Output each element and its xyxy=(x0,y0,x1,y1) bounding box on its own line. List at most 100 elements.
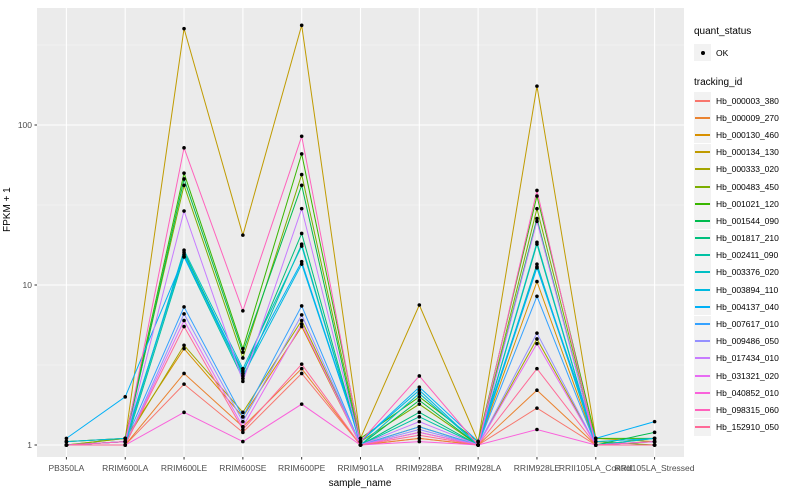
legend-line xyxy=(695,168,710,171)
data-point xyxy=(241,430,245,435)
data-point xyxy=(299,262,304,266)
data-point xyxy=(299,244,304,248)
data-point xyxy=(299,231,304,236)
data-point xyxy=(535,188,539,193)
legend-line xyxy=(695,305,710,308)
legend-item-label: Hb_000003_380 xyxy=(716,95,779,106)
data-point xyxy=(535,84,539,88)
data-point xyxy=(593,436,598,441)
legend-item-label: Hb_001021_120 xyxy=(716,198,779,209)
data-point xyxy=(299,324,304,329)
data-point xyxy=(182,318,186,323)
legend-item-Hb_000483_450: Hb_000483_450 xyxy=(694,178,800,196)
legend-line xyxy=(695,391,710,394)
x-tick-label: RRIM600SE xyxy=(219,463,267,473)
line-swatch-icon xyxy=(694,332,711,350)
data-point xyxy=(182,324,186,329)
data-point xyxy=(64,439,69,444)
data-point xyxy=(123,439,128,444)
data-point xyxy=(476,443,480,447)
data-point xyxy=(417,427,422,432)
y-tick-label: 100 xyxy=(18,120,32,130)
legend-item-label: Hb_007617_010 xyxy=(716,319,779,330)
data-point xyxy=(652,419,657,424)
legend-item-label: Hb_000134_130 xyxy=(716,147,779,158)
data-point xyxy=(358,439,363,444)
legend-item-label: Hb_002411_090 xyxy=(716,250,779,261)
data-point xyxy=(417,398,422,403)
line-swatch-icon xyxy=(694,178,711,196)
data-point xyxy=(299,322,304,326)
data-point xyxy=(535,341,539,346)
line-swatch-icon xyxy=(694,418,711,436)
legend-item-Hb_001544_090: Hb_001544_090 xyxy=(694,212,800,230)
data-point xyxy=(593,439,598,444)
data-point xyxy=(299,366,304,371)
data-point xyxy=(241,356,245,360)
data-point xyxy=(417,439,422,444)
data-point xyxy=(417,402,422,406)
legend-item-Hb_003894_110: Hb_003894_110 xyxy=(694,281,800,299)
data-point xyxy=(182,209,186,213)
data-point xyxy=(535,366,539,371)
legend-item-Hb_003376_020: Hb_003376_020 xyxy=(694,263,800,281)
data-point xyxy=(417,395,422,399)
legend-line xyxy=(695,151,710,154)
legend-item-label: Hb_000333_020 xyxy=(716,164,779,175)
line-swatch-icon xyxy=(694,401,711,419)
data-point xyxy=(182,371,186,376)
line-swatch-icon xyxy=(694,195,711,213)
legend-item-label: Hb_017434_010 xyxy=(716,353,779,364)
data-point xyxy=(182,146,186,150)
data-point xyxy=(535,219,539,224)
data-point xyxy=(299,362,304,366)
data-point xyxy=(417,419,422,424)
legend-item-Hb_000003_380: Hb_000003_380 xyxy=(694,92,800,110)
data-point xyxy=(652,436,657,441)
y-tick-label: 1 xyxy=(27,440,32,450)
line-swatch-icon xyxy=(694,263,711,281)
data-point xyxy=(417,388,422,393)
line-swatch-icon xyxy=(694,298,711,316)
data-point xyxy=(241,379,245,384)
legend-item-label: Hb_001544_090 xyxy=(716,215,779,226)
legend-item-Hb_098315_060: Hb_098315_060 xyxy=(694,401,800,419)
line-swatch-icon xyxy=(694,92,711,110)
y-axis-title: FPKM + 1 xyxy=(2,187,13,232)
data-point xyxy=(241,233,245,237)
x-tick-label: RRIM600LE xyxy=(161,463,208,473)
data-point xyxy=(652,439,657,444)
data-point xyxy=(535,427,539,432)
data-point xyxy=(123,395,128,399)
legend-item-label: Hb_098315_060 xyxy=(716,404,779,415)
legend-line xyxy=(695,99,710,102)
data-point xyxy=(417,415,422,419)
legend-item-Hb_000134_130: Hb_000134_130 xyxy=(694,143,800,161)
line-swatch-icon xyxy=(694,212,711,230)
legend-line xyxy=(695,340,710,343)
data-point xyxy=(417,410,422,415)
data-point xyxy=(241,346,245,351)
data-point xyxy=(299,152,304,156)
data-point xyxy=(299,134,304,139)
legend-line xyxy=(695,185,710,188)
data-point xyxy=(535,279,539,284)
x-tick-label: RRII105LA_Stressed xyxy=(615,463,695,473)
data-point xyxy=(417,374,422,378)
legend-line xyxy=(695,237,710,240)
data-point xyxy=(417,385,422,389)
data-point xyxy=(535,337,539,341)
legend-item-Hb_152910_050: Hb_152910_050 xyxy=(694,418,800,436)
data-point xyxy=(652,443,657,447)
legend-line xyxy=(695,323,710,326)
legend-line xyxy=(695,219,710,222)
x-tick-label: RRIM928LA xyxy=(455,463,502,473)
legend: quant_status OK tracking_id Hb_000003_38… xyxy=(694,26,800,436)
data-point xyxy=(241,415,245,419)
legend-item-Hb_031321_020: Hb_031321_020 xyxy=(694,367,800,385)
data-point xyxy=(417,303,422,307)
data-point xyxy=(299,304,304,308)
data-point xyxy=(182,177,186,181)
